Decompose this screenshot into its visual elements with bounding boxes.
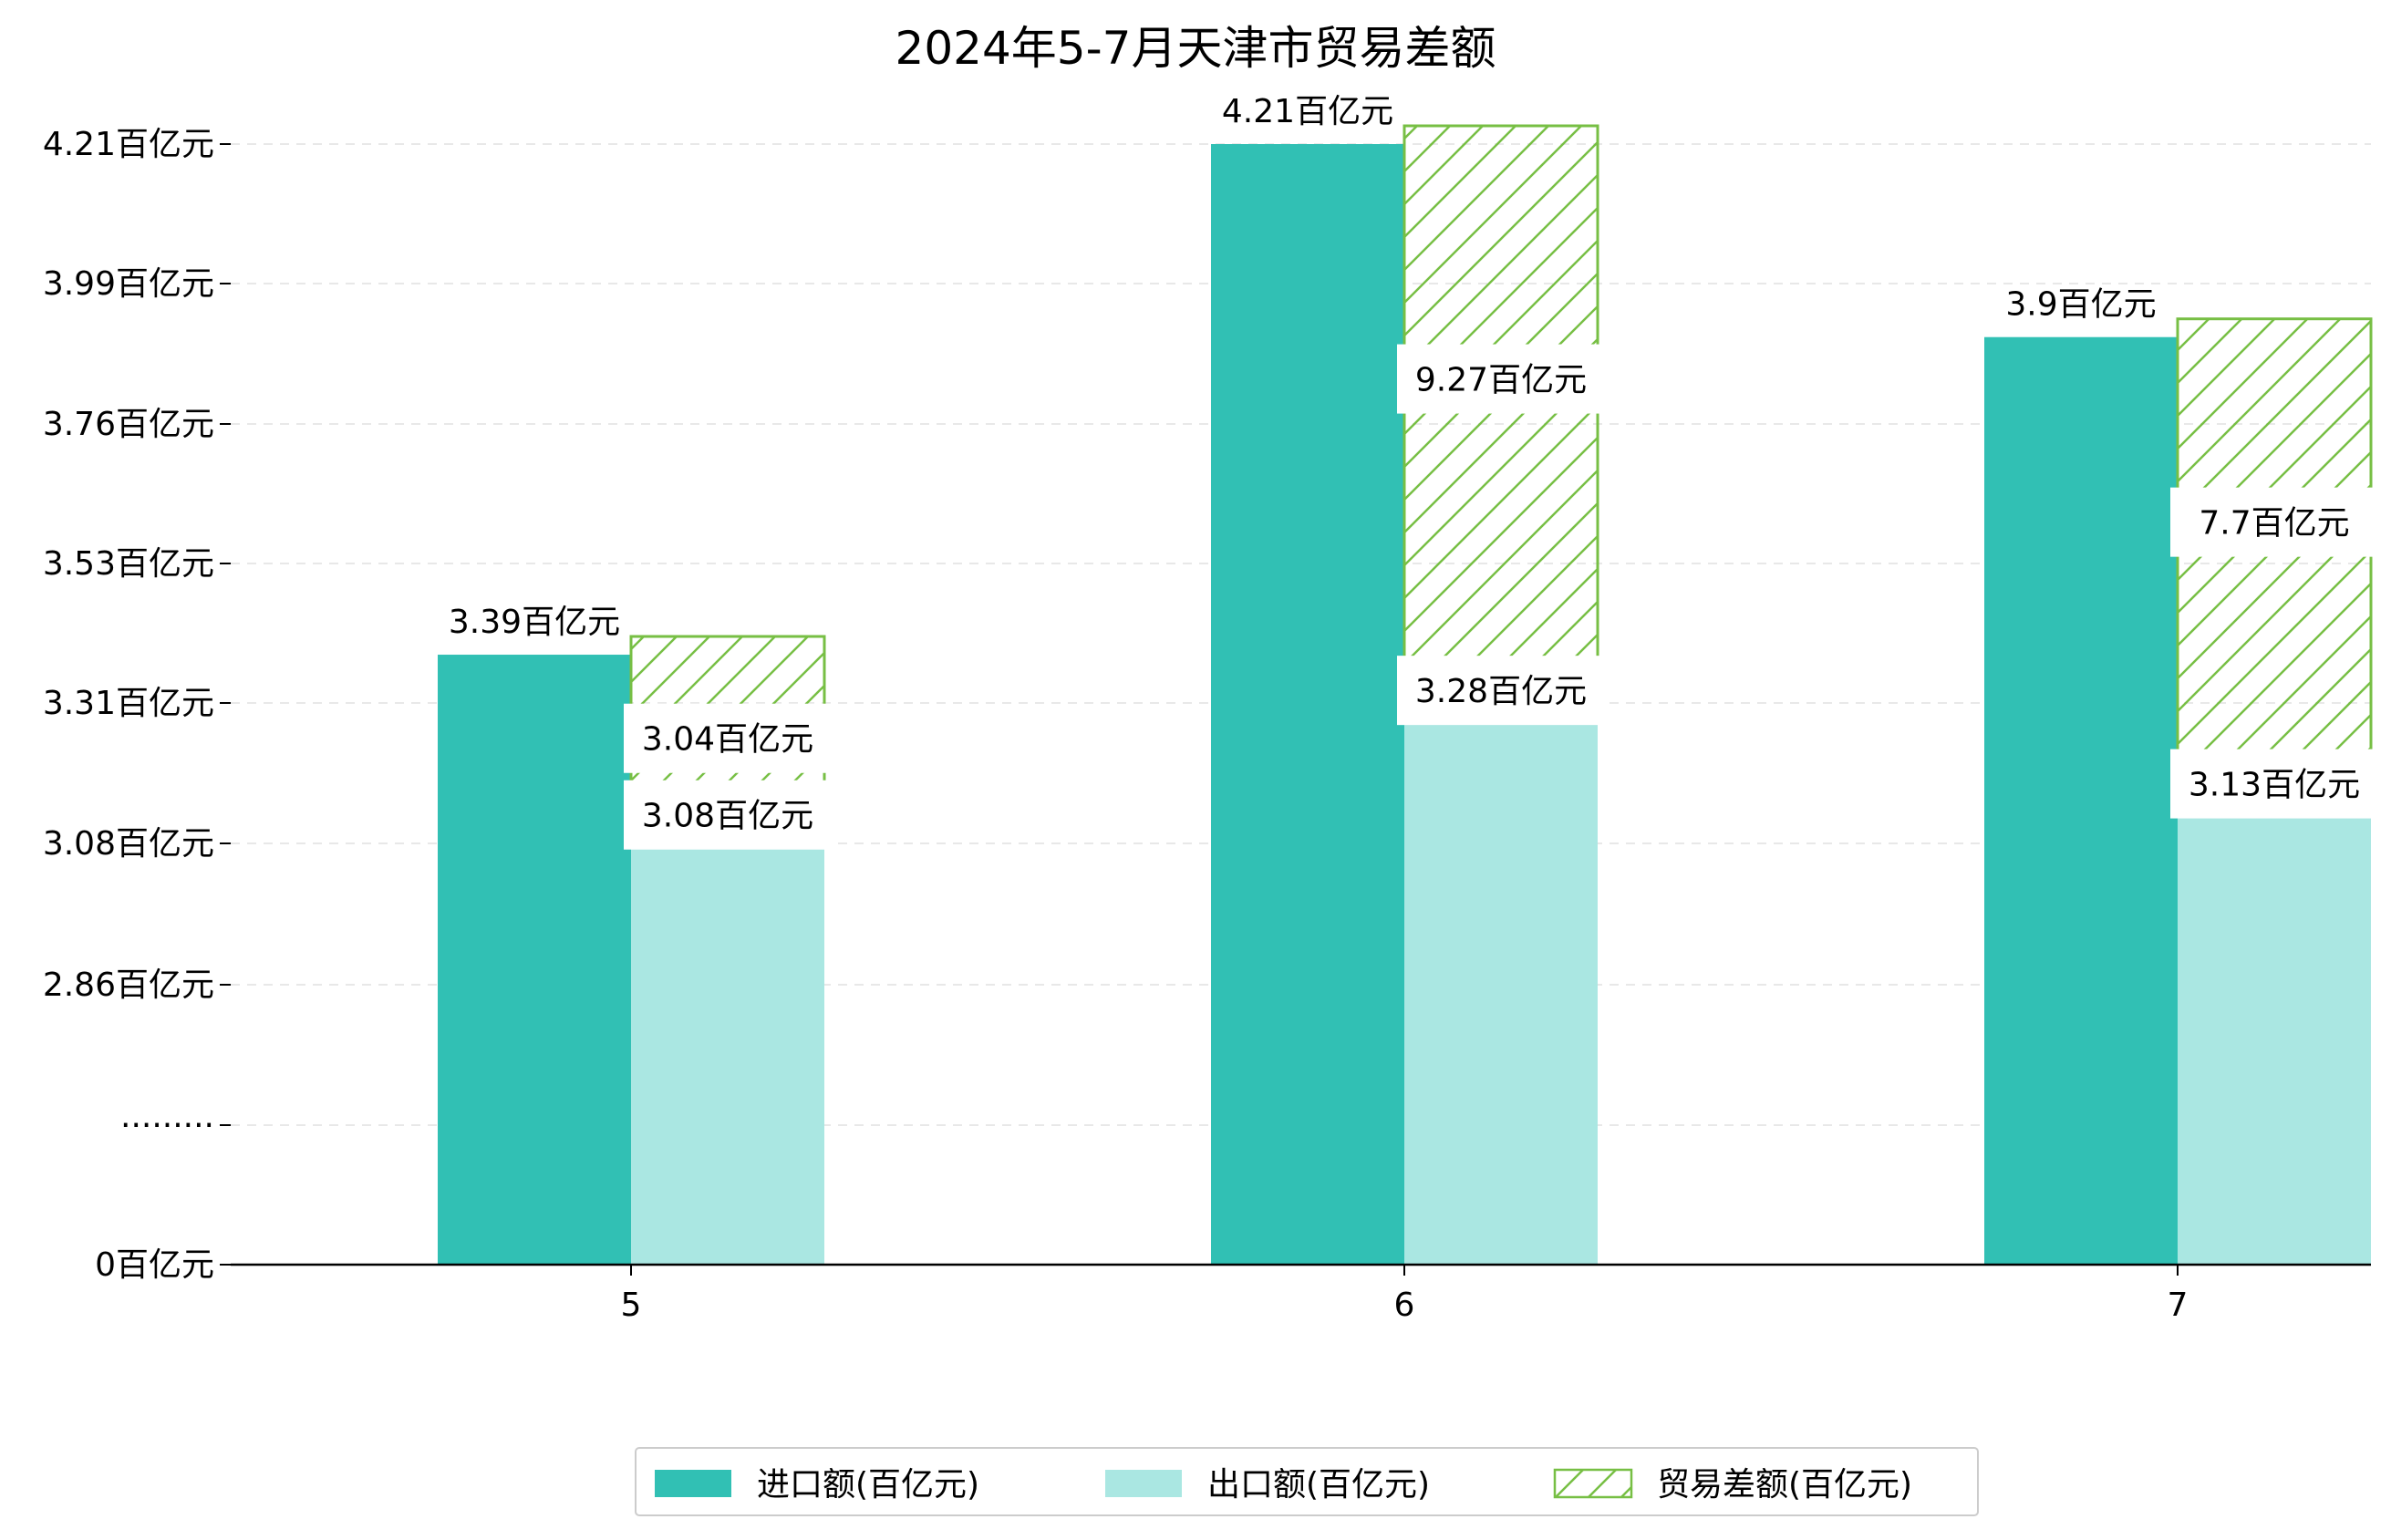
legend-label: 进口额(百亿元) xyxy=(757,1466,979,1504)
x-tick-label: 6 xyxy=(1394,1287,1415,1324)
data-label-bg xyxy=(2170,487,2378,557)
legend: 进口额(百亿元) 出口额(百亿元) 贸易差额(百亿元) xyxy=(635,1447,1979,1516)
data-labels: 3.39百亿元 3.08百亿元 3.04百亿元 4.21百亿元 3.28百亿元 9.27百… xyxy=(449,93,2378,850)
data-label: 3.08百亿元 xyxy=(642,798,813,835)
x-tick-label: 7 xyxy=(2168,1287,2189,1324)
bar-import xyxy=(1984,336,2178,1265)
bar-import xyxy=(438,655,631,1265)
y-tick-label: 0百亿元 xyxy=(95,1246,214,1284)
data-label-bg xyxy=(1397,344,1605,414)
y-tick-label: 3.53百亿元 xyxy=(43,545,214,583)
data-label: 3.04百亿元 xyxy=(642,721,813,759)
data-label: 7.7百亿元 xyxy=(2199,505,2349,543)
legend-label: 出口额(百亿元) xyxy=(1207,1466,1430,1504)
data-label-bg xyxy=(2170,749,2378,819)
bar-balance xyxy=(2176,317,2373,819)
legend-swatch xyxy=(1105,1470,1182,1497)
data-label: 9.27百亿元 xyxy=(1415,362,1587,399)
data-label: 3.28百亿元 xyxy=(1415,673,1587,710)
bar-balance xyxy=(1403,124,1599,725)
data-label-import: 3.39百亿元 xyxy=(449,604,620,641)
bar-export xyxy=(2178,816,2371,1265)
y-tick-label: 4.21百亿元 xyxy=(43,126,214,163)
bar-export xyxy=(1404,723,1598,1265)
legend-swatch xyxy=(1553,1468,1633,1499)
legend-swatch xyxy=(655,1470,731,1497)
legend-box xyxy=(635,1447,1979,1516)
legend-label: 贸易差额(百亿元) xyxy=(1657,1466,1912,1504)
y-tick-label: 2.86百亿元 xyxy=(43,966,214,1004)
bars xyxy=(438,124,2373,1265)
bar-export xyxy=(631,847,824,1265)
data-label-import: 3.9百亿元 xyxy=(2005,286,2156,324)
y-axis: 0百亿元 ········· 2.86百亿元 3.08百亿元 3.31百亿元 3.53百亿… xyxy=(43,126,231,1284)
data-label: 3.13百亿元 xyxy=(2189,767,2360,804)
y-tick-label: 3.08百亿元 xyxy=(43,825,214,863)
bar-import xyxy=(1211,144,1404,1265)
y-tick-label: 3.31百亿元 xyxy=(43,685,214,722)
chart-title: 2024年5-7月天津市贸易差额 xyxy=(895,22,1496,75)
x-tick-label: 5 xyxy=(621,1287,642,1324)
data-label-bg xyxy=(1397,656,1605,726)
x-axis: 5 6 7 xyxy=(231,1263,2371,1324)
y-tick-label: ········· xyxy=(120,1107,214,1144)
data-label-bg xyxy=(624,703,832,773)
y-tick-label: 3.99百亿元 xyxy=(43,265,214,303)
y-tick-label: 3.76百亿元 xyxy=(43,406,214,443)
data-label-import: 4.21百亿元 xyxy=(1222,93,1393,130)
data-label-bg xyxy=(624,780,832,850)
